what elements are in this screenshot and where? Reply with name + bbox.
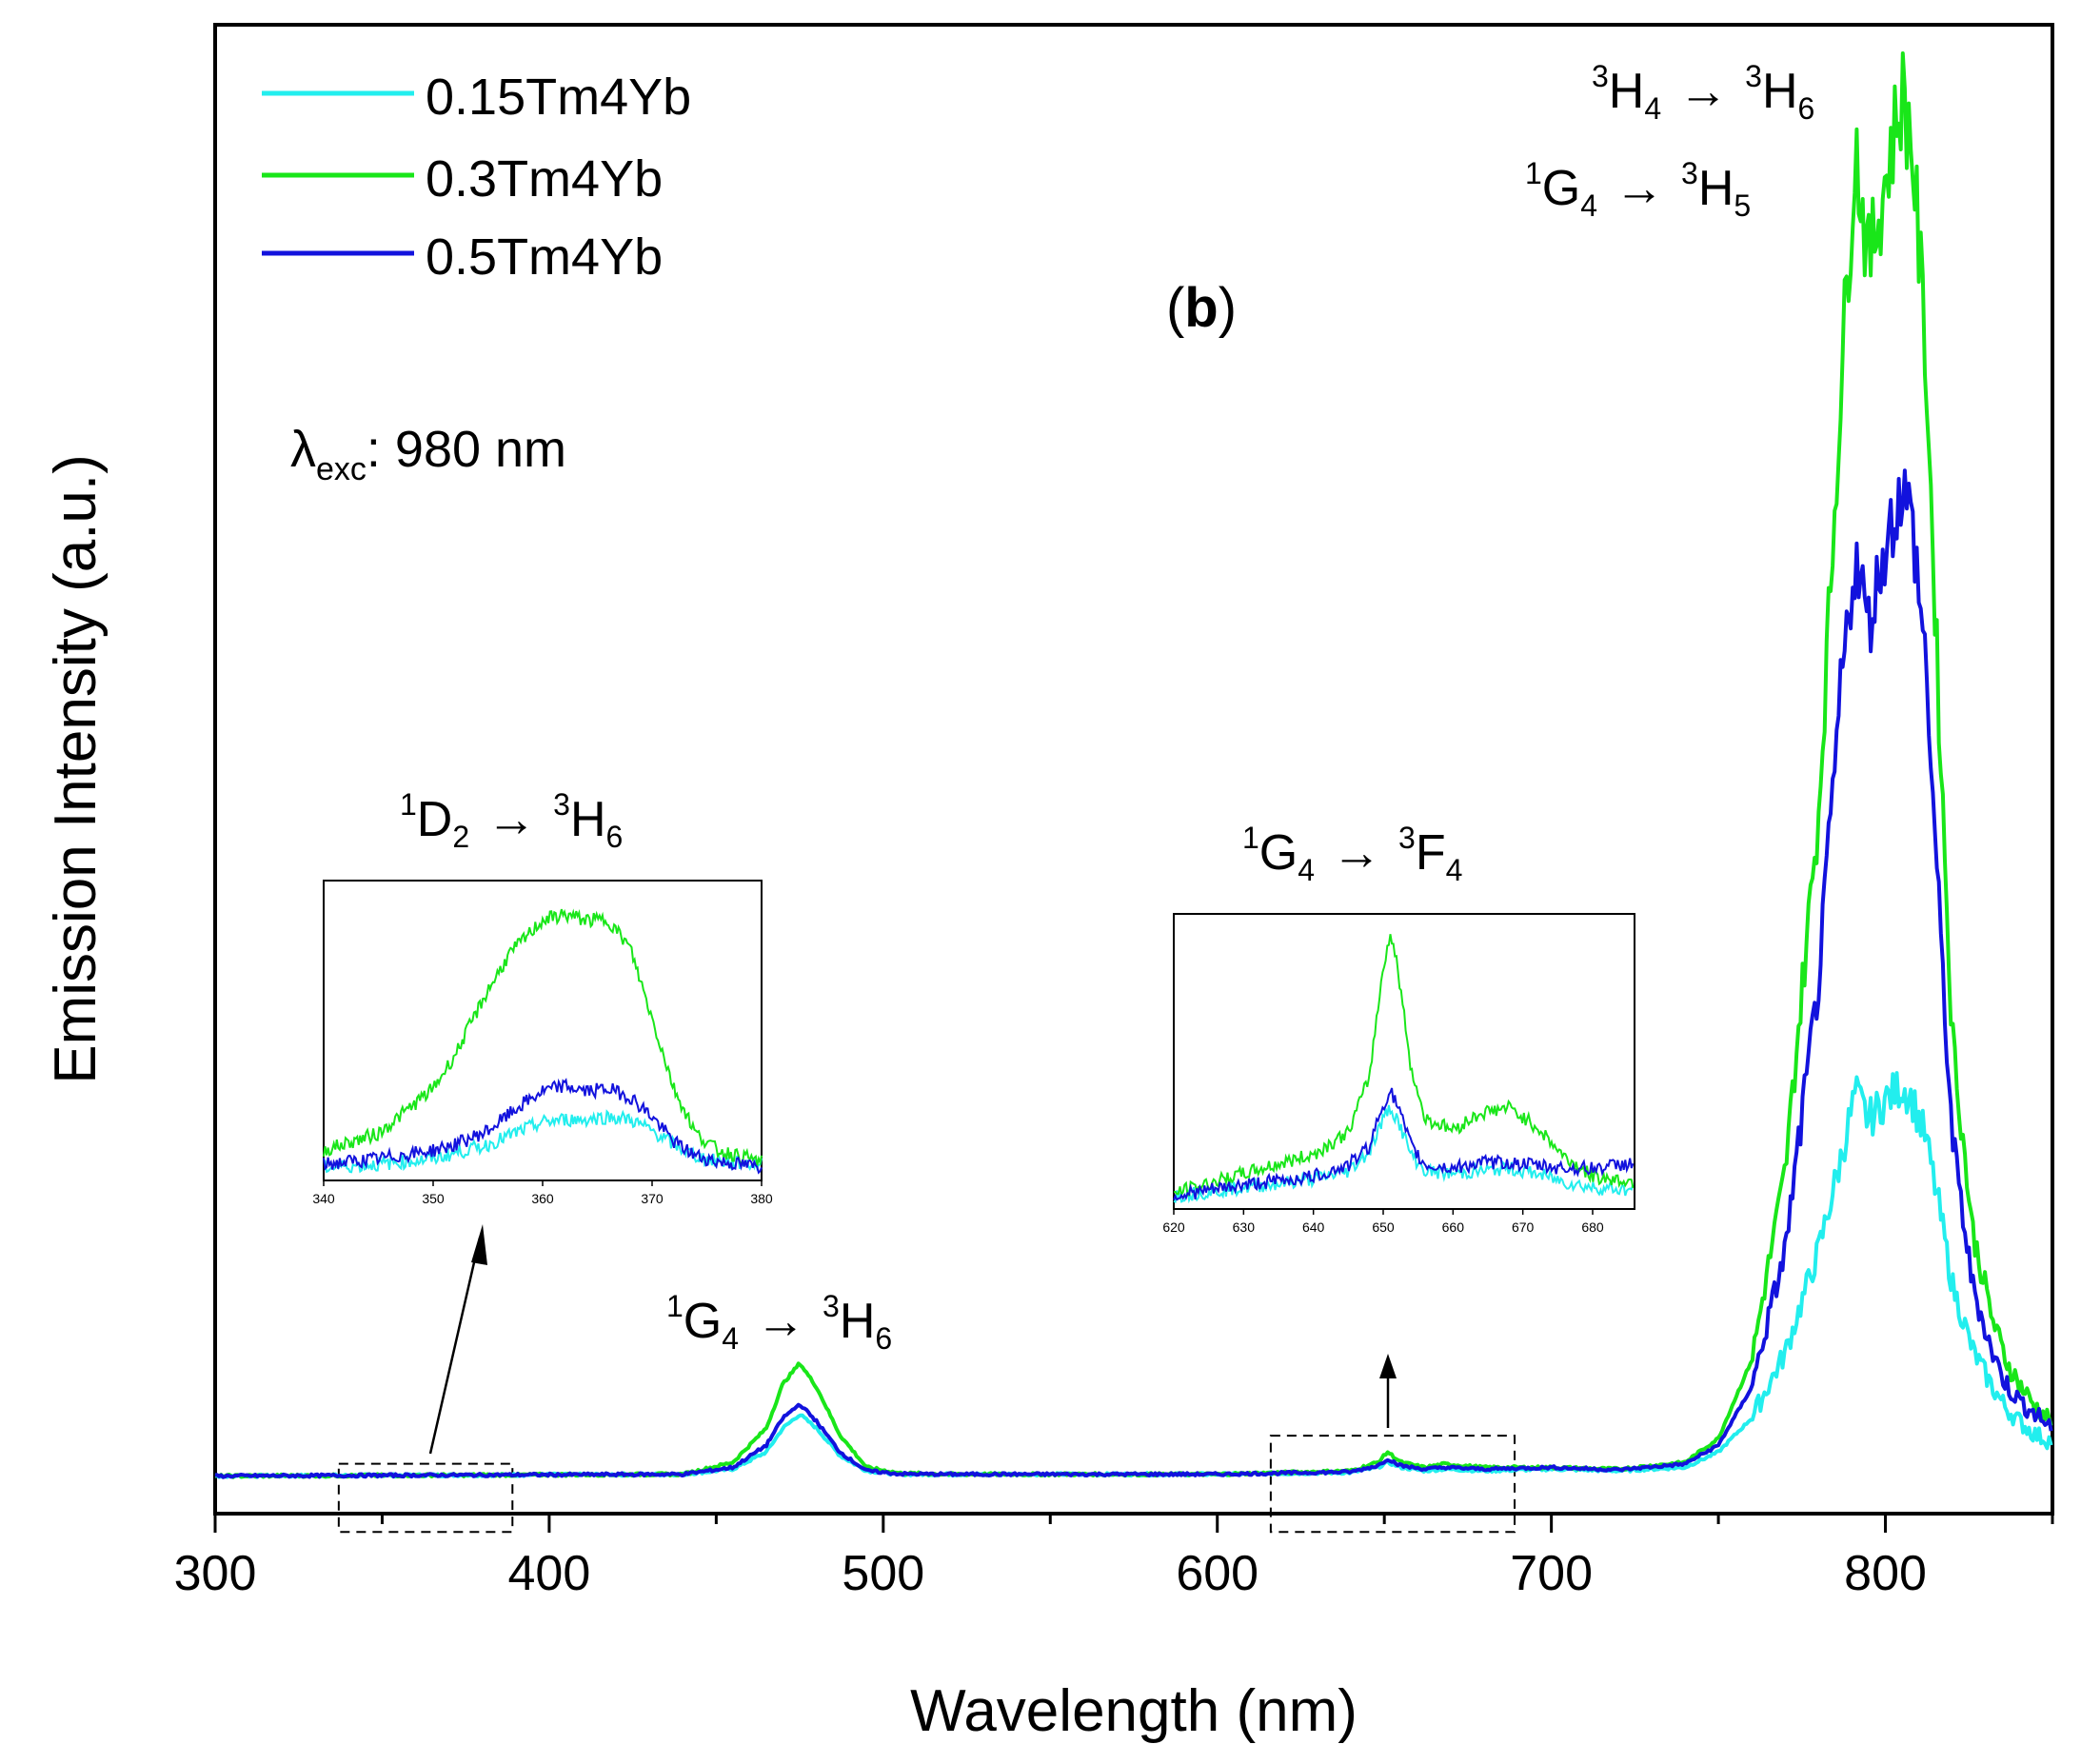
x-axis-ticks: 300 400 500 600 700 800 bbox=[174, 1514, 2054, 1601]
x-tick-label: 300 bbox=[174, 1546, 257, 1601]
zoom-arrow-red-band-head bbox=[1379, 1354, 1397, 1378]
legend: 0.15Tm4Yb 0.3Tm4Yb 0.5Tm4Yb bbox=[262, 69, 691, 286]
x-tick-label: 400 bbox=[508, 1546, 591, 1601]
inset-x-tick-label: 340 bbox=[312, 1191, 335, 1206]
inset-red-band-plot: 620 630 640 650 660 670 680 bbox=[1162, 934, 1635, 1235]
zoom-box-inset-blue-band bbox=[337, 1462, 514, 1534]
annotation-1G4-3H6: 1G4 → 3H6 bbox=[666, 1289, 892, 1356]
annotation-1D2-3H6: 1D2 → 3H6 bbox=[400, 787, 623, 854]
legend-label-0: 0.15Tm4Yb bbox=[426, 69, 691, 126]
inset-x-tick-label: 650 bbox=[1372, 1219, 1395, 1235]
annotation-3H4-3H6: 3H4 → 3H6 bbox=[1592, 59, 1814, 126]
inset-frame-blue-band bbox=[323, 880, 763, 1181]
excitation-value: : 980 nm bbox=[367, 421, 566, 478]
inset-x-tick-label: 630 bbox=[1233, 1219, 1256, 1235]
inset-series-line-0.5Tm4Yb bbox=[1173, 1087, 1635, 1201]
annotation-1G4-3H5: 1G4 → 3H5 bbox=[1525, 156, 1751, 223]
legend-label-1: 0.3Tm4Yb bbox=[426, 150, 663, 208]
inset-x-tick-label: 640 bbox=[1302, 1219, 1325, 1235]
series-line-0.5Tm4Yb bbox=[214, 468, 2053, 1479]
inset-x-tick-label: 380 bbox=[750, 1191, 773, 1206]
x-tick-label: 500 bbox=[842, 1546, 924, 1601]
excitation-label: λexc: 980 nm bbox=[290, 421, 566, 487]
zoom-arrow-blue-band bbox=[428, 1237, 482, 1455]
series-group bbox=[214, 51, 2053, 1479]
x-axis-label: Wavelength (nm) bbox=[910, 1678, 1358, 1744]
inset-x-tick-label: 370 bbox=[641, 1191, 664, 1206]
zoom-regions bbox=[337, 1435, 1516, 1534]
inset-frame-red-band bbox=[1173, 913, 1635, 1210]
zoom-box-inset-red-band bbox=[1269, 1435, 1516, 1534]
plot-frame bbox=[213, 23, 2054, 1516]
inset-series-line-0.5Tm4Yb bbox=[323, 1078, 763, 1175]
annotation-1G4-3F4: 1G4 → 3F4 bbox=[1242, 821, 1462, 887]
inset-x-tick-label: 360 bbox=[531, 1191, 554, 1206]
panel-label-letter: b bbox=[1184, 277, 1218, 339]
inset-series-line-0.3Tm4Yb bbox=[1173, 934, 1635, 1198]
inset-x-tick-label: 620 bbox=[1162, 1219, 1185, 1235]
legend-label-2: 0.5Tm4Yb bbox=[426, 228, 663, 286]
inset-blue-band-plot: 340 350 360 370 380 bbox=[312, 908, 773, 1206]
inset-x-tick-label: 680 bbox=[1581, 1219, 1604, 1235]
inset-x-tick-label: 350 bbox=[422, 1191, 445, 1206]
x-tick-label: 800 bbox=[1844, 1546, 1927, 1601]
inset-x-tick-label: 660 bbox=[1442, 1219, 1465, 1235]
inset-x-tick-label: 670 bbox=[1512, 1219, 1535, 1235]
excitation-subscript: exc bbox=[316, 451, 367, 487]
zoom-arrow-blue-band-head bbox=[471, 1224, 487, 1265]
panel-label: (b) bbox=[1166, 277, 1237, 339]
x-tick-label: 600 bbox=[1176, 1546, 1259, 1601]
y-axis-label: Emission Intensity (a.u.) bbox=[43, 454, 109, 1084]
inset-series-line-0.3Tm4Yb bbox=[323, 908, 763, 1166]
excitation-lambda: λ bbox=[290, 421, 316, 478]
x-tick-label: 700 bbox=[1510, 1546, 1593, 1601]
